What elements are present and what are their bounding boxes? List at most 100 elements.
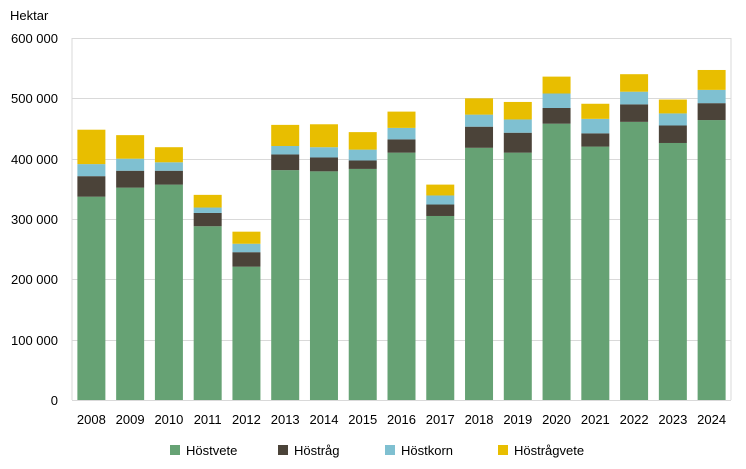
x-tick-label: 2008	[77, 412, 106, 427]
bar-segment	[465, 114, 494, 127]
bar-segment	[271, 154, 300, 171]
bar-segment	[271, 145, 300, 155]
bar-segment	[426, 195, 455, 205]
bar-segment	[387, 111, 416, 128]
legend-label: Höstrågvete	[514, 443, 584, 458]
bar-segment	[309, 157, 338, 172]
x-tick-label: 2013	[271, 412, 300, 427]
bar-segment	[116, 158, 145, 171]
bar-segment	[116, 187, 145, 400]
bar-segment	[620, 91, 649, 105]
y-tick-label: 300 000	[11, 212, 58, 227]
x-tick-label: 2017	[426, 412, 455, 427]
x-tick-label: 2012	[232, 412, 261, 427]
y-tick-label: 0	[51, 393, 58, 408]
bar-segment	[503, 152, 532, 400]
bar-segment	[620, 121, 649, 400]
bar-segment	[465, 126, 494, 148]
x-tick-label: 2023	[658, 412, 687, 427]
bar-segment	[348, 149, 377, 161]
x-tick-label: 2022	[620, 412, 649, 427]
bar-segment	[697, 103, 726, 121]
y-tick-label: 600 000	[11, 31, 58, 46]
bar-segment	[387, 152, 416, 400]
x-tick-label: 2014	[310, 412, 339, 427]
x-tick-label: 2011	[194, 412, 222, 427]
bars	[77, 69, 726, 401]
bar-segment	[465, 147, 494, 400]
bar-segment	[193, 194, 222, 208]
legend-swatch	[170, 445, 180, 455]
x-tick-labels: 2008 2009 2010 2011 2012 2013 2014 2015 2016 2017…	[77, 412, 726, 427]
y-tick-label: 200 000	[11, 272, 58, 287]
y-axis-label: Hektar	[10, 8, 49, 23]
bar-segment	[232, 231, 261, 244]
x-tick-label: 2020	[542, 412, 571, 427]
bar-segment	[193, 207, 222, 213]
bar-segment	[658, 99, 687, 114]
bar-segment	[77, 164, 106, 177]
bar-segment	[426, 184, 455, 196]
bar-segment	[77, 176, 106, 197]
x-tick-label: 2018	[465, 412, 494, 427]
bar-segment	[193, 226, 222, 400]
bar-segment	[309, 124, 338, 148]
bar-segment	[77, 129, 106, 165]
y-tick-labels: 0 100 000 200 000 300 000 400 000 500 000 600 …	[11, 31, 58, 408]
bar-segment	[542, 76, 571, 94]
bar-segment	[387, 139, 416, 153]
bar-segment	[154, 170, 183, 185]
bar-segment	[503, 132, 532, 153]
y-tick-label: 500 000	[11, 91, 58, 106]
x-tick-label: 2009	[116, 412, 145, 427]
bar-segment	[348, 160, 377, 169]
legend-label: Höstkorn	[401, 443, 453, 458]
bar-segment	[271, 170, 300, 400]
bar-segment	[542, 93, 571, 108]
bar-segment	[154, 147, 183, 163]
bar-segment	[232, 243, 261, 253]
bar-segment	[193, 212, 222, 227]
bar-segment	[658, 113, 687, 126]
x-tick-label: 2024	[697, 412, 726, 427]
bar-segment	[620, 74, 649, 92]
bar-segment	[232, 266, 261, 400]
bar-segment	[116, 170, 145, 188]
x-tick-label: 2016	[387, 412, 416, 427]
bar-segment	[581, 133, 610, 147]
y-tick-label: 400 000	[11, 152, 58, 167]
y-tick-label: 100 000	[11, 333, 58, 348]
bar-segment	[620, 104, 649, 122]
bar-segment	[116, 135, 145, 159]
bar-segment	[542, 107, 571, 124]
bar-segment	[232, 252, 261, 267]
legend-swatch	[278, 445, 288, 455]
bar-segment	[697, 89, 726, 104]
bar-segment	[581, 103, 610, 119]
bar-segment	[426, 215, 455, 400]
bar-segment	[426, 204, 455, 216]
bar-segment	[154, 162, 183, 171]
bar-segment	[503, 119, 532, 133]
legend-swatch	[498, 445, 508, 455]
legend: Höstvete Höstråg Höstkorn Höstrågvete	[170, 443, 584, 458]
bar-segment	[697, 69, 726, 90]
legend-label: Höstvete	[186, 443, 237, 458]
bar-segment	[309, 147, 338, 158]
bar-segment	[271, 124, 300, 146]
bar-segment	[658, 125, 687, 143]
bar-segment	[309, 171, 338, 400]
bar-segment	[465, 98, 494, 115]
legend-label: Höstråg	[294, 443, 340, 458]
x-tick-label: 2021	[581, 412, 610, 427]
bar-segment	[387, 127, 416, 140]
x-tick-label: 2019	[503, 412, 532, 427]
bar-segment	[77, 196, 106, 400]
bar-segment	[581, 146, 610, 400]
bar-segment	[581, 118, 610, 134]
bar-segment	[348, 132, 377, 150]
x-tick-label: 2010	[154, 412, 183, 427]
bar-segment	[503, 101, 532, 120]
x-tick-label: 2015	[348, 412, 377, 427]
